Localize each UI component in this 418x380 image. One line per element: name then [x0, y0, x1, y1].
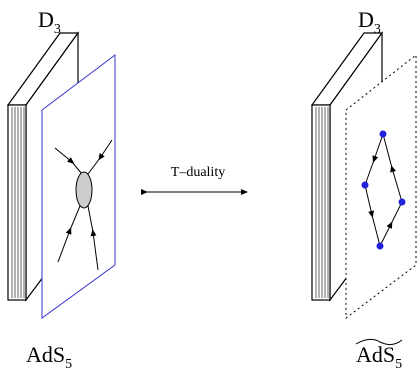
label-d3-left: D3 [38, 7, 61, 37]
label-sub: 5 [65, 357, 72, 372]
arrow-label: T–duality [171, 165, 225, 180]
label-sub: 3 [54, 22, 61, 37]
label-base: D [38, 7, 54, 32]
label-sub: 5 [395, 357, 402, 372]
label-base: D [358, 7, 374, 32]
label-base: AdS [26, 342, 65, 367]
diagram: T–duality D3 D3 AdS5 AdS5 [0, 0, 418, 380]
label-base: AdS [356, 342, 395, 367]
label-ads-left: AdS5 [26, 342, 72, 372]
label-ads-right: AdS5 [356, 342, 402, 372]
label-sub: 3 [374, 22, 381, 37]
